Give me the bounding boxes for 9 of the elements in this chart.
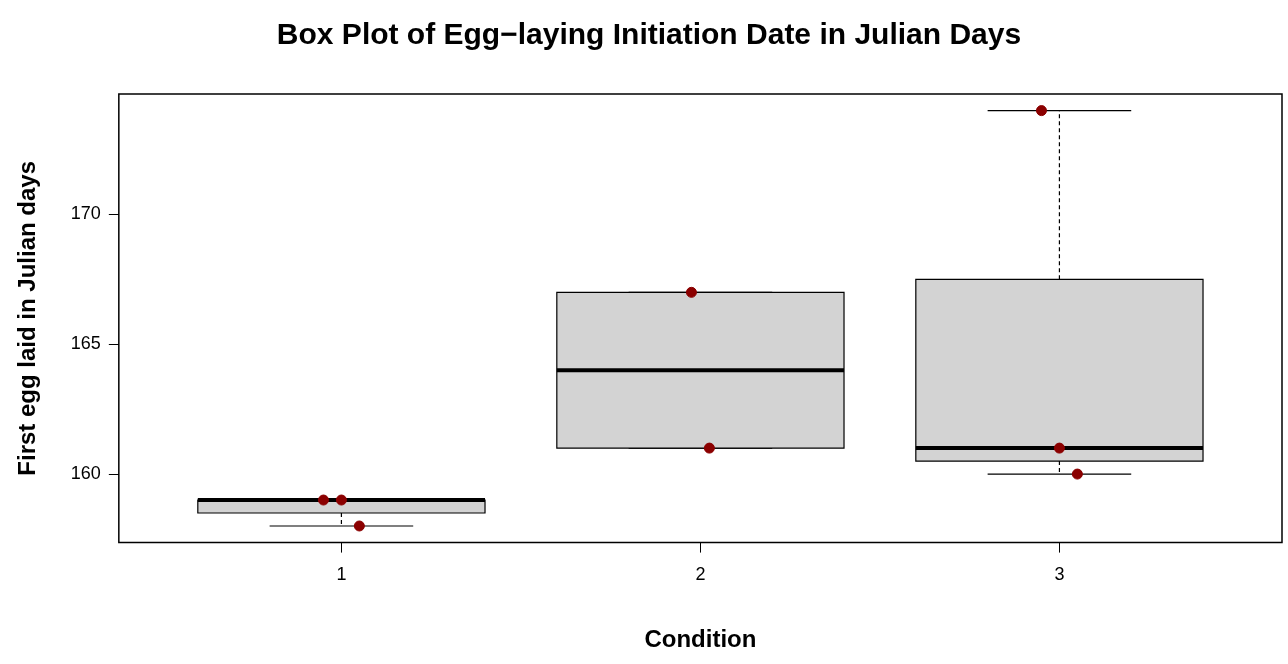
x-tick-label: 3 [1054, 564, 1065, 585]
y-axis-title: First egg laid in Julian days [13, 160, 41, 476]
y-tick-label: 165 [70, 333, 101, 354]
y-tick-label: 160 [70, 463, 101, 484]
x-axis-title: Condition [644, 625, 757, 653]
x-tick-label: 1 [336, 564, 347, 585]
x-tick-label: 2 [695, 564, 706, 585]
y-tick-label: 170 [70, 203, 101, 224]
chart-title: Box Plot of Egg−laying Initiation Date in Julian Days [276, 17, 1022, 51]
